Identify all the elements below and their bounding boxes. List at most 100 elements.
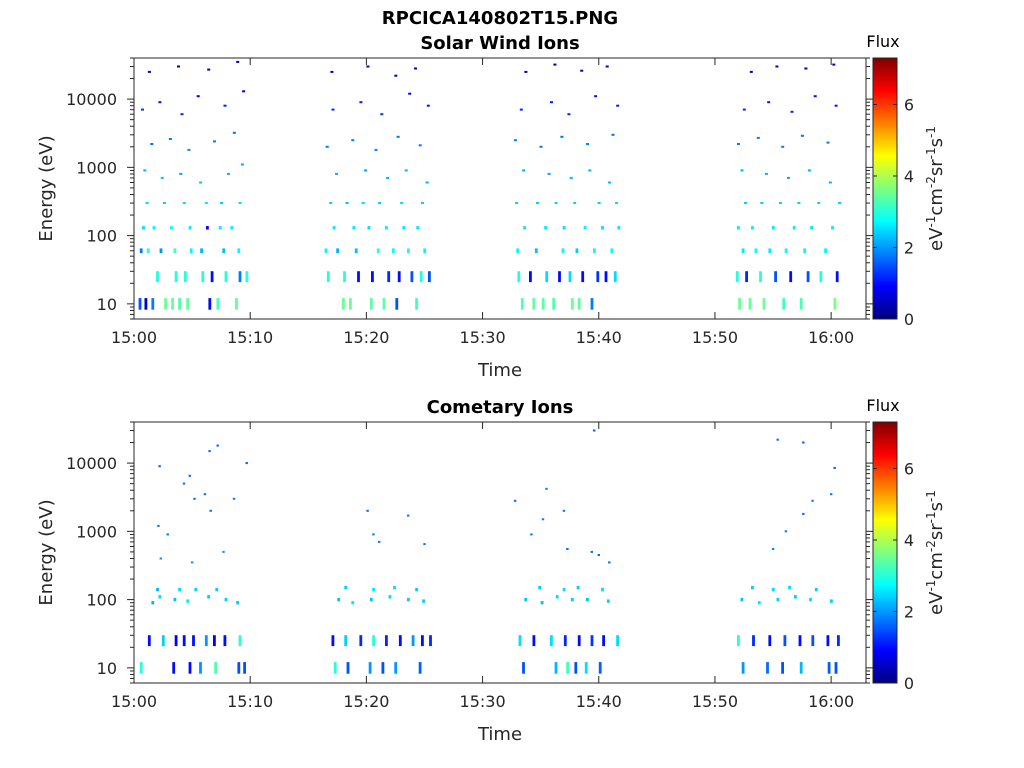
data-cell <box>425 181 429 184</box>
data-cell <box>208 450 211 453</box>
data-cell <box>745 271 748 283</box>
data-cell <box>189 248 193 254</box>
data-cell <box>238 635 242 647</box>
data-cell <box>366 509 369 512</box>
data-cell <box>421 635 424 647</box>
data-cell <box>615 202 618 204</box>
data-cell <box>588 169 592 172</box>
data-cell <box>367 226 371 230</box>
data-cell <box>735 271 739 283</box>
data-cell <box>223 104 227 107</box>
data-cell <box>387 271 391 283</box>
data-cell <box>784 248 788 254</box>
data-cell <box>532 635 536 647</box>
data-cell <box>833 298 837 310</box>
data-cell <box>598 662 602 674</box>
data-cell <box>203 493 207 496</box>
data-cell <box>516 248 520 254</box>
data-cell <box>768 635 772 647</box>
data-cell <box>534 248 538 254</box>
data-cell <box>426 104 430 107</box>
data-cell <box>235 298 238 310</box>
data-cell <box>593 429 596 432</box>
data-cell <box>331 635 335 647</box>
data-cell <box>411 635 415 647</box>
data-cell <box>558 271 561 283</box>
data-cell <box>814 587 818 592</box>
data-cell <box>397 271 401 283</box>
data-cell <box>187 148 191 151</box>
solar-wind-x-axis-label: Time <box>477 360 522 381</box>
data-cell <box>567 113 571 116</box>
data-cell <box>830 493 833 496</box>
data-cell <box>563 635 567 647</box>
data-cell <box>524 597 528 602</box>
data-cell <box>158 101 162 104</box>
data-cell <box>590 635 594 647</box>
data-cell <box>354 248 358 254</box>
y-tick-label: 10000 <box>66 90 117 109</box>
data-cell <box>428 271 431 283</box>
data-cell <box>529 271 532 283</box>
data-cell <box>158 595 162 599</box>
data-cell <box>398 635 402 647</box>
data-cell <box>577 298 581 310</box>
data-cell <box>415 587 418 592</box>
data-cell <box>833 466 836 469</box>
data-cell <box>177 65 180 68</box>
data-cell <box>568 271 572 283</box>
data-cell <box>245 462 248 465</box>
colorbar-tick-label: 4 <box>904 531 914 550</box>
data-cell <box>146 248 150 254</box>
data-cell <box>371 271 374 283</box>
data-cell <box>574 662 578 674</box>
data-cell <box>740 169 744 172</box>
data-cell <box>182 202 186 204</box>
data-cell <box>608 181 612 184</box>
data-cell <box>586 597 589 602</box>
data-cell <box>541 298 545 310</box>
data-cell <box>330 70 334 73</box>
data-cell <box>394 662 398 674</box>
data-cell <box>216 444 219 447</box>
data-cell <box>178 298 181 310</box>
y-tick-label: 100 <box>86 591 117 610</box>
data-cell <box>798 635 802 647</box>
colorbar-tick-label: 2 <box>904 602 914 621</box>
data-cell <box>788 585 791 590</box>
solar-wind-colorbar-title: Flux <box>866 32 899 51</box>
data-cell <box>547 172 551 175</box>
data-cell <box>180 113 184 116</box>
data-cell <box>382 298 386 310</box>
data-cell <box>394 74 398 77</box>
data-cell <box>147 70 151 73</box>
data-cell <box>616 635 619 647</box>
data-cell <box>418 144 422 147</box>
data-cell <box>423 543 426 546</box>
y-tick-label: 100 <box>86 227 117 246</box>
data-cell <box>545 487 548 490</box>
data-cell <box>561 248 565 254</box>
data-cell <box>737 635 740 647</box>
data-cell <box>359 635 363 647</box>
data-cell <box>213 140 216 143</box>
data-cell <box>332 226 336 230</box>
data-cell <box>807 169 811 172</box>
data-cell <box>326 271 330 283</box>
data-cell <box>581 271 585 283</box>
data-cell <box>208 298 212 310</box>
data-cell <box>610 248 614 254</box>
data-cell <box>163 202 166 204</box>
data-cell <box>594 95 598 98</box>
cometary-ions-panel: Cometary Ions 15:00 15:10 15:20 15:30 15:40 15… <box>36 396 947 745</box>
data-cell <box>771 226 775 230</box>
cometary-plot-area <box>134 422 866 683</box>
data-cell <box>518 635 522 647</box>
data-cell <box>828 181 832 184</box>
data-cell <box>188 662 192 674</box>
y-tick-label: 1000 <box>76 522 117 541</box>
data-cell <box>372 587 375 592</box>
data-cell <box>792 226 796 230</box>
x-tick-label: 15:10 <box>227 692 273 711</box>
